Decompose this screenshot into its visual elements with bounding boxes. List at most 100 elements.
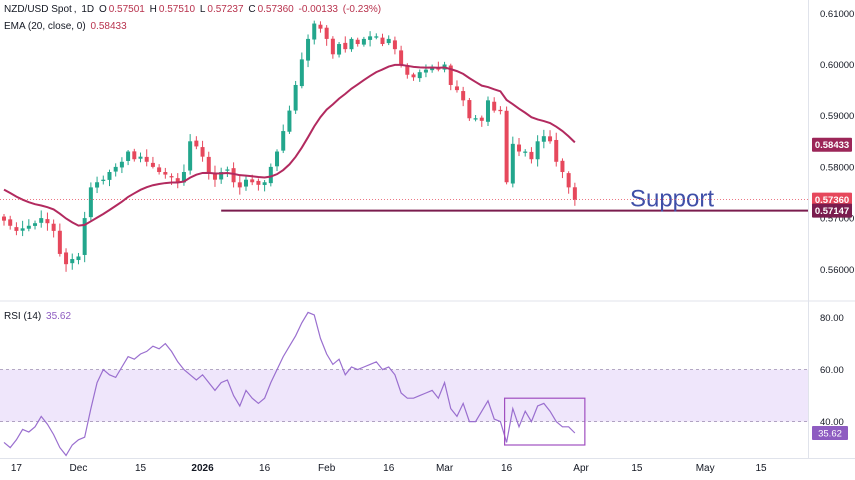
candle-body <box>219 172 224 180</box>
time-tick-label: Apr <box>573 463 589 474</box>
candle <box>560 158 565 179</box>
candle-body <box>306 38 311 61</box>
candle-body <box>144 156 149 162</box>
candle-body <box>113 166 118 172</box>
candle <box>361 36 366 47</box>
candle <box>26 219 31 232</box>
candle-body <box>200 147 205 157</box>
candle <box>510 136 515 188</box>
candle-body <box>293 84 298 111</box>
candle-body <box>529 151 534 160</box>
rsi-value: 35.62 <box>46 311 72 322</box>
close-label: C <box>248 4 256 15</box>
candle-body <box>566 173 571 188</box>
candle <box>175 173 180 189</box>
time-tick-label: Dec <box>70 463 88 474</box>
candle <box>212 165 217 187</box>
candle <box>119 157 124 174</box>
candle-body <box>20 228 25 231</box>
candle <box>113 163 118 177</box>
candle-body <box>268 166 273 184</box>
candle-body <box>523 151 528 153</box>
candle <box>541 129 546 149</box>
candle-body <box>132 151 137 160</box>
candle <box>473 115 478 122</box>
candle <box>318 21 323 33</box>
candle-body <box>163 172 168 175</box>
high-label: H <box>149 4 157 15</box>
rsi-line <box>3 311 576 457</box>
candle-body <box>287 110 292 132</box>
candle-body <box>361 38 366 45</box>
candle-body <box>150 162 155 167</box>
candle-body <box>281 131 286 151</box>
candle <box>256 178 261 191</box>
candle-body <box>548 136 553 142</box>
candle-body <box>33 223 38 226</box>
candle <box>417 69 422 82</box>
candle-body <box>126 151 131 161</box>
candle-body <box>492 101 497 111</box>
ema-legend: EMA (20, close, 0) 0.58433 <box>4 21 129 32</box>
candle-body <box>479 117 484 121</box>
time-tick-label: Mar <box>436 463 454 474</box>
candle <box>306 34 311 68</box>
time-tick-label: Feb <box>318 463 336 474</box>
ohlc-legend: NZD/USD Spot, 1D O 0.57501 H 0.57510 L 0.57… <box>4 4 382 15</box>
rsi-legend: RSI (14) 35.62 <box>4 311 73 322</box>
time-tick-label: 16 <box>383 463 395 474</box>
candle <box>386 35 391 46</box>
candle-body <box>510 143 515 184</box>
rsi-tick-label: 80.00 <box>820 313 844 324</box>
candle-body <box>405 65 410 75</box>
candle-body <box>212 172 217 180</box>
candle <box>57 223 62 257</box>
candle-body <box>560 160 565 173</box>
candle-body <box>430 67 435 71</box>
candle <box>492 97 497 113</box>
time-tick-label: 16 <box>259 463 271 474</box>
candle <box>293 80 298 114</box>
candle <box>548 130 553 144</box>
candle <box>2 213 6 226</box>
candle-body <box>14 227 19 231</box>
ema-price-tag-text: 0.58433 <box>815 140 849 151</box>
candle-body <box>473 118 478 120</box>
candle-body <box>423 69 428 73</box>
candle-body <box>541 136 546 142</box>
price-tick-label: 0.60000 <box>820 60 854 71</box>
candle <box>349 37 354 52</box>
support-price-tag: 0.57147 <box>812 203 852 218</box>
candle <box>535 135 540 167</box>
candle-body <box>8 219 13 226</box>
candle-body <box>467 100 472 119</box>
candle <box>330 36 335 59</box>
candle <box>237 175 242 195</box>
candle-body <box>498 109 503 112</box>
candle <box>275 149 280 171</box>
rsi-highlight-box <box>504 397 586 446</box>
candle <box>82 211 87 263</box>
candle-body <box>572 187 577 200</box>
candle-body <box>175 178 180 183</box>
change-value: -0.00133 <box>298 4 338 15</box>
candle <box>243 176 248 191</box>
open-label: O <box>98 4 107 15</box>
candle <box>461 86 466 107</box>
candle-body <box>243 179 248 187</box>
candle-body <box>57 230 62 254</box>
candle-body <box>231 168 236 183</box>
ema-price-tag: 0.58433 <box>812 137 852 152</box>
rsi-value-tag-text: 35.62 <box>818 428 842 439</box>
rsi-panel <box>0 311 808 457</box>
candle-body <box>318 24 323 29</box>
candle-body <box>411 74 416 78</box>
candle-body <box>51 223 56 231</box>
candle <box>101 175 106 185</box>
candle <box>219 167 224 184</box>
candle-body <box>188 141 193 171</box>
candle <box>448 63 453 91</box>
candle <box>76 252 81 265</box>
rsi-tick-label: 40.00 <box>820 417 844 428</box>
candle <box>517 137 522 157</box>
